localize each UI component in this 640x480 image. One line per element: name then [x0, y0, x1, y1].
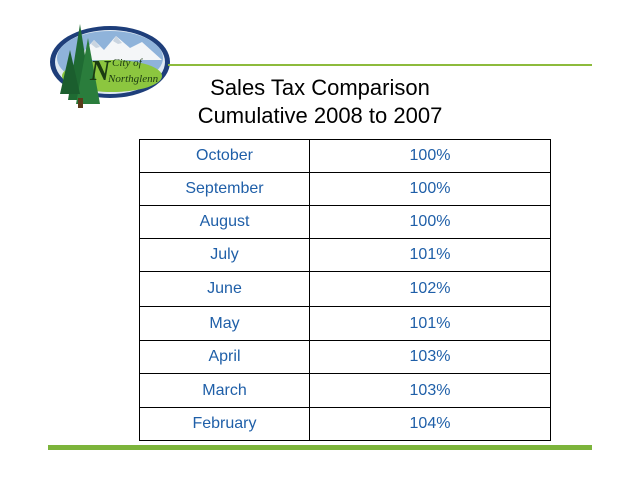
percent-cell: 103% [309, 340, 551, 374]
slide-title: Sales Tax Comparison Cumulative 2008 to … [150, 74, 490, 130]
title-line-2: Cumulative 2008 to 2007 [197, 103, 443, 128]
logo-text-name: Northglenn [107, 73, 159, 85]
logo-text-city: City of [112, 57, 144, 69]
title-line-1: Sales Tax Comparison [210, 75, 430, 100]
month-cell: October [139, 139, 310, 173]
month-cell: February [139, 407, 310, 441]
table-row: April 103% [139, 340, 551, 374]
percent-cell: 101% [309, 306, 551, 341]
table-row: July 101% [139, 238, 551, 272]
table-row: March 103% [139, 373, 551, 408]
month-cell: September [139, 172, 310, 206]
table-row: June 102% [139, 271, 551, 307]
table-row: August 100% [139, 205, 551, 239]
top-divider [168, 64, 592, 66]
percent-cell: 104% [309, 407, 551, 441]
percent-cell: 100% [309, 172, 551, 206]
city-logo: City of Northglenn N [50, 24, 170, 108]
table-row: September 100% [139, 172, 551, 206]
month-cell: March [139, 373, 310, 408]
month-cell: April [139, 340, 310, 374]
month-cell: June [139, 271, 310, 307]
month-cell: July [139, 238, 310, 272]
table-row: October 100% [139, 139, 551, 173]
month-cell: August [139, 205, 310, 239]
bottom-divider [48, 445, 592, 450]
percent-cell: 101% [309, 238, 551, 272]
month-cell: May [139, 306, 310, 341]
table-row: May 101% [139, 306, 551, 341]
percent-cell: 100% [309, 139, 551, 173]
percent-cell: 102% [309, 271, 551, 307]
percent-cell: 100% [309, 205, 551, 239]
sales-tax-table: October 100% September 100% August 100% … [139, 139, 551, 441]
percent-cell: 103% [309, 373, 551, 408]
logo-initial: N [89, 56, 112, 87]
table-row: February 104% [139, 407, 551, 441]
